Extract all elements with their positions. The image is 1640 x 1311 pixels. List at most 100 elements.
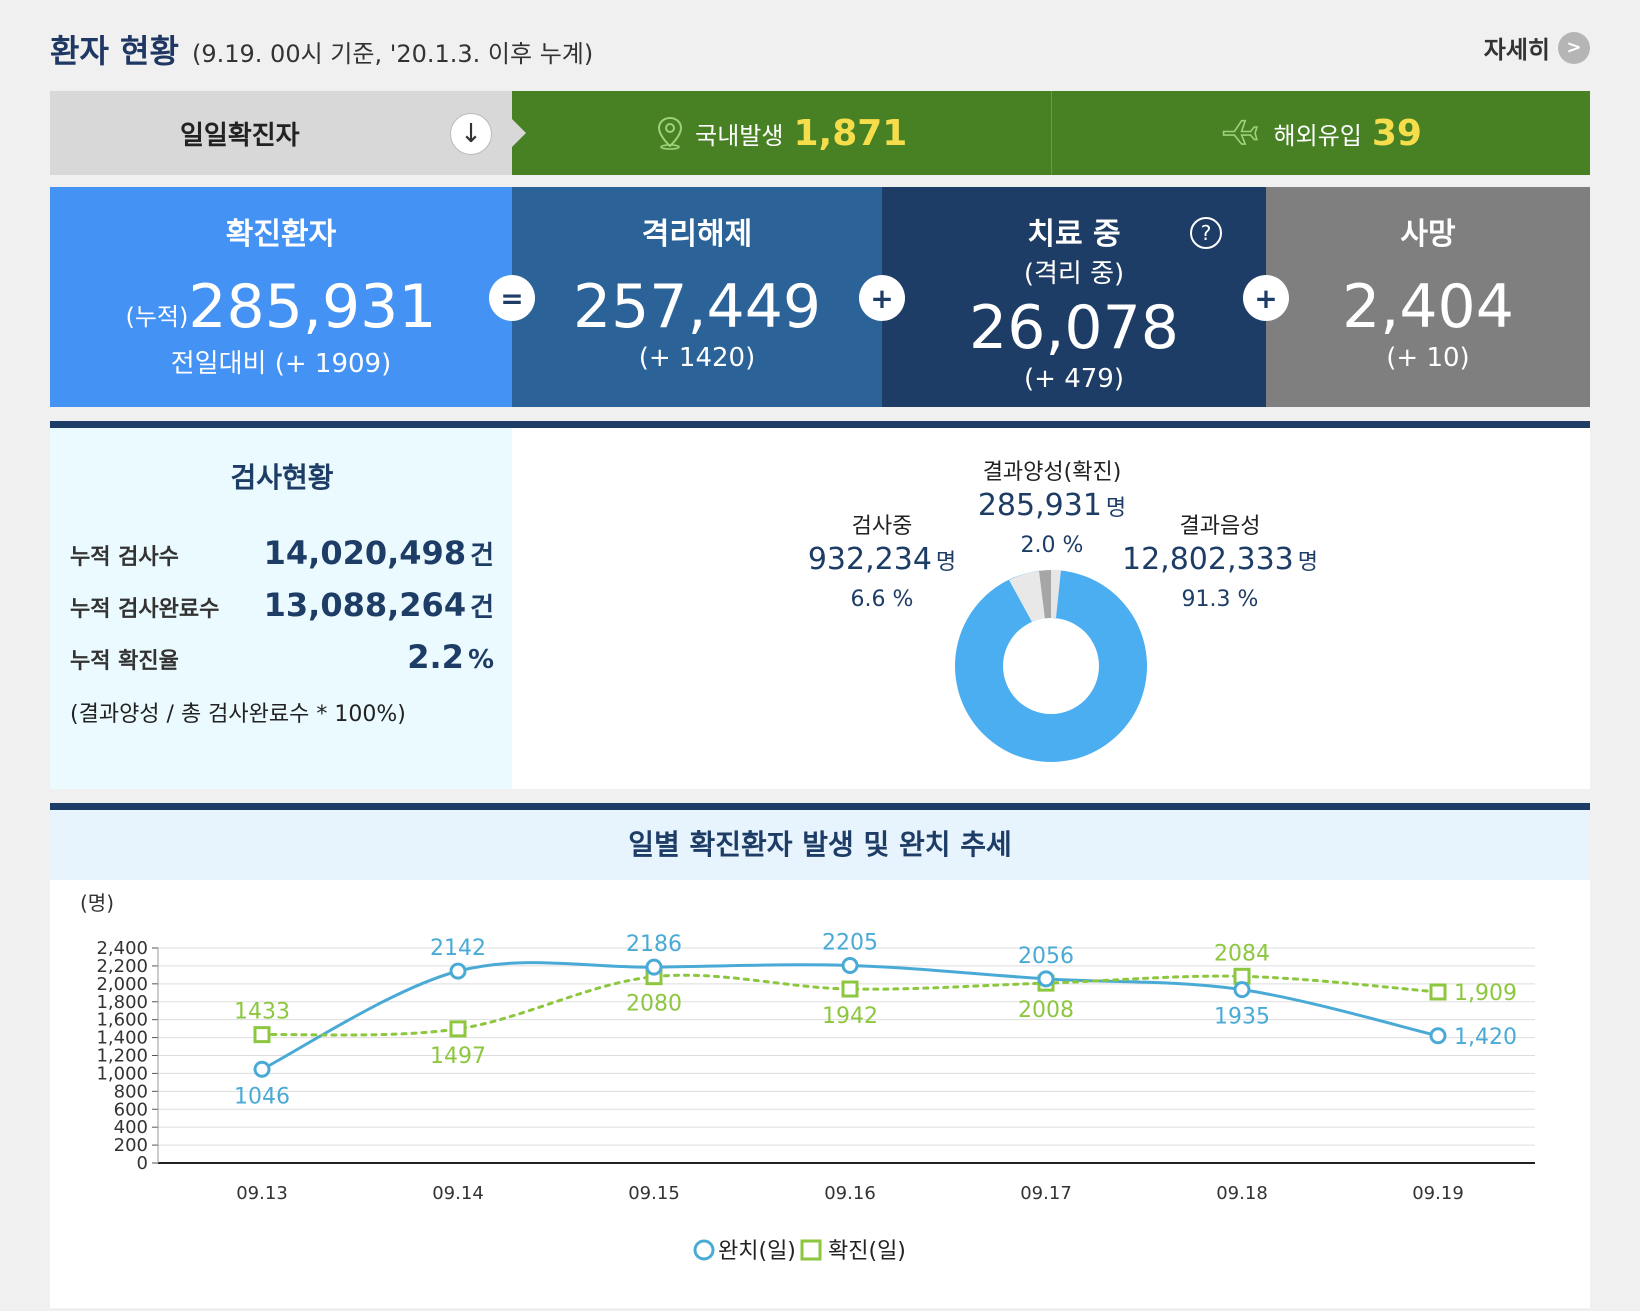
treatment-value: 26,078 <box>969 293 1179 363</box>
more-label[interactable]: 자세히 <box>1483 36 1550 64</box>
pie-negative-unit: 명 <box>1297 550 1319 575</box>
more-link[interactable]: 자세히 > <box>1484 30 1590 65</box>
tests-panel: 검사현황 누적 검사수 14,020,498 건 누적 검사완료수 13,088,… <box>50 421 1590 789</box>
trend-line-chart: (명) 02004006008001,0001,2001,4001,6001,8… <box>80 891 1535 1264</box>
pie-negative-title: 결과음성 <box>1179 514 1261 539</box>
x-tick-label: 09.17 <box>1020 1183 1072 1204</box>
domestic-value: 1,871 <box>793 112 908 154</box>
confirmed-prefix: (누적) <box>125 303 189 331</box>
recovered-data-label: 2186 <box>626 932 682 957</box>
y-tick-label: 200 <box>114 1135 148 1156</box>
confirmed-data-label: 1942 <box>822 1004 878 1029</box>
x-tick-label: 09.18 <box>1216 1183 1268 1204</box>
y-tick-label: 600 <box>114 1099 148 1120</box>
treatment-sublabel: (격리 중) <box>1023 259 1125 289</box>
y-tick-label: 2,400 <box>96 938 148 959</box>
tests-summary: 검사현황 누적 검사수 14,020,498 건 누적 검사완료수 13,088,… <box>50 428 512 789</box>
tests-row-value: 2.2% <box>407 638 494 676</box>
domestic-cell: 국내발생 1,871 <box>512 91 1051 175</box>
confirmed-point <box>449 1020 467 1038</box>
y-axis-label: (명) <box>80 891 114 915</box>
x-tick-label: 09.15 <box>628 1183 680 1204</box>
tests-pie-area: 결과양성(확진) 285,931 명 2.0 % 검사중 932,234 명 6.6… <box>512 428 1590 789</box>
tests-row-unit: 건 <box>470 541 494 571</box>
chevron-right-icon[interactable]: > <box>1558 31 1590 64</box>
treatment-card: 치료 중 (격리 중) 26,078 (+ 479) ? + <box>882 187 1289 407</box>
pie-negative-label: 결과음성 12,802,333 명 91.3 % <box>1120 508 1320 612</box>
recovered-data-label: 2056 <box>1018 944 1074 969</box>
stats-row: 확진환자 (누적)285,931 전일대비 (+ 1909) = 격리해제 25… <box>50 187 1590 407</box>
tests-row-number: 2.2 <box>407 638 464 676</box>
recovered-point <box>1233 981 1251 999</box>
deaths-value: 2,404 <box>1342 272 1514 342</box>
tests-row-label: 누적 검사수 <box>70 545 179 570</box>
y-tick-label: 1,400 <box>96 1028 148 1049</box>
recovered-data-label: 1,420 <box>1454 1025 1517 1050</box>
recovered-data-label: 1046 <box>234 1084 290 1109</box>
pie-positive-label: 결과양성(확진) 285,931 명 2.0 % <box>942 454 1162 558</box>
confirmed-value-line: (누적)285,931 <box>50 275 512 339</box>
overseas-cell: 해외유입 39 <box>1050 91 1590 175</box>
pie-negative-value: 12,802,333 <box>1121 542 1294 577</box>
arrow-down-icon[interactable]: ↓ <box>450 113 492 155</box>
legend-confirmed-label: 확진(일) <box>828 1239 906 1264</box>
treatment-label: 치료 중 <box>1027 217 1121 252</box>
released-value: 257,449 <box>572 272 822 342</box>
pie-testing-value-line: 932,234 명 <box>802 542 962 577</box>
confirmed-value: 285,931 <box>188 272 437 342</box>
released-change: (+ 1420) <box>638 343 756 373</box>
tests-note: (결과양성 / 총 검사완료수 * 100%) <box>70 702 406 727</box>
pie-negative-value-line: 12,802,333 명 <box>1120 542 1320 577</box>
released-label: 격리해제 <box>641 217 753 252</box>
x-tick-label: 09.14 <box>432 1183 484 1204</box>
daily-confirmed-label-cell: 일일확진자 ↓ <box>50 91 526 175</box>
plus-icon: + <box>859 275 905 321</box>
tests-row-number: 14,020,498 <box>263 534 467 572</box>
y-tick-label: 400 <box>114 1117 148 1138</box>
y-tick-label: 1,000 <box>96 1063 148 1084</box>
pie-testing-label: 검사중 932,234 명 6.6 % <box>802 508 962 612</box>
tests-title: 검사현황 <box>230 461 334 494</box>
released-card: 격리해제 257,449 (+ 1420) + <box>512 187 905 407</box>
confirmed-data-label: 1433 <box>234 1000 290 1025</box>
legend-recovered-label: 완치(일) <box>718 1239 796 1264</box>
legend-recovered-marker <box>693 1239 715 1261</box>
confirmed-data-label: 1497 <box>430 1044 486 1069</box>
tests-row: 누적 확진율 2.2% <box>70 638 494 690</box>
x-tick-label: 09.19 <box>1412 1183 1464 1204</box>
y-tick-label: 1,600 <box>96 1010 148 1031</box>
x-tick-label: 09.16 <box>824 1183 876 1204</box>
airplane-icon <box>1220 118 1264 148</box>
legend-confirmed-marker <box>800 1239 822 1261</box>
y-tick-label: 1,200 <box>96 1046 148 1067</box>
pie-positive-title: 결과양성(확진) <box>982 460 1122 485</box>
recovered-point <box>449 962 467 980</box>
tests-row-unit: % <box>467 645 494 675</box>
tests-row-unit: 건 <box>470 593 494 623</box>
tests-row-value: 13,088,264 건 <box>264 586 494 624</box>
trend-panel: 일별 확진환자 발생 및 완치 추세 (명) 0 200 400 600 800 1,00… <box>50 803 1590 1308</box>
tests-row-number: 13,088,264 <box>263 586 467 624</box>
recovered-point <box>841 956 859 974</box>
tests-row-label: 누적 확진율 <box>70 649 179 674</box>
help-icon[interactable]: ? <box>1190 217 1222 249</box>
daily-confirmed-bar: 일일확진자 ↓ 국내발생 1,871 해외유입 39 <box>50 91 1590 175</box>
confirmed-change: 전일대비 (+ 1909) <box>170 349 392 379</box>
recovered-point <box>645 958 663 976</box>
page-title: 환자 현황 <box>50 32 179 70</box>
confirmed-point <box>1429 983 1447 1001</box>
confirmed-data-label: 2008 <box>1018 998 1074 1023</box>
confirmed-point <box>841 980 859 998</box>
tests-donut-chart <box>955 569 1147 762</box>
deaths-card: 사망 2,404 (+ 10) <box>1266 187 1590 407</box>
recovered-point <box>1429 1027 1447 1045</box>
pie-positive-pct: 2.0 % <box>1020 533 1084 558</box>
domestic-label: 국내발생 <box>695 121 784 150</box>
y-tick-label: 0 <box>137 1153 148 1174</box>
donut-hole <box>1003 618 1099 714</box>
plus-icon: + <box>1243 275 1289 321</box>
recovered-data-label: 2205 <box>822 930 878 955</box>
pie-positive-value: 285,931 <box>977 488 1102 523</box>
pie-negative-pct: 91.3 % <box>1181 587 1259 612</box>
page-subtitle: (9.19. 00시 기준, '20.1.3. 이후 누계) <box>192 40 594 68</box>
